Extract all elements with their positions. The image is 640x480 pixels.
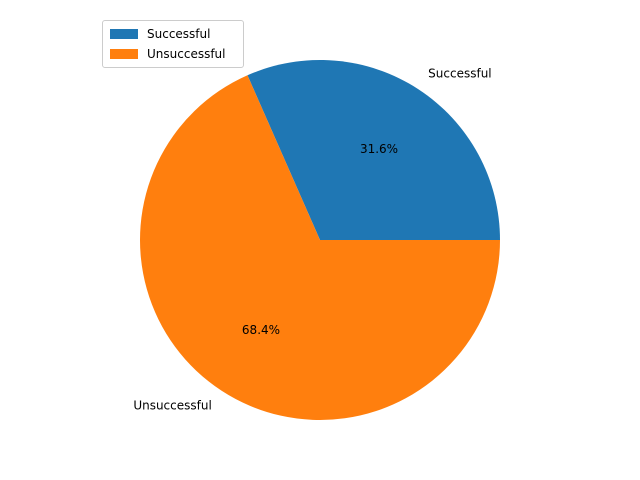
pie-labels: Successful 31.6% Unsuccessful 68.4% <box>133 67 491 413</box>
legend: Successful Unsuccessful <box>102 20 244 68</box>
legend-item-unsuccessful: Unsuccessful <box>110 44 243 64</box>
pie-slices <box>140 59 501 420</box>
legend-label-unsuccessful: Unsuccessful <box>147 47 226 61</box>
pie-slice-unsuccessful <box>140 75 501 420</box>
slice-percent-unsuccessful: 68.4% <box>242 323 280 337</box>
legend-swatch-successful <box>110 29 138 39</box>
legend-item-successful: Successful <box>110 24 243 44</box>
slice-label-successful: Successful <box>428 67 491 81</box>
pie-slice-successful <box>247 59 500 240</box>
slice-label-unsuccessful: Unsuccessful <box>133 398 212 412</box>
slice-percent-successful: 31.6% <box>360 142 398 156</box>
legend-swatch-unsuccessful <box>110 49 138 59</box>
legend-label-successful: Successful <box>147 27 211 41</box>
